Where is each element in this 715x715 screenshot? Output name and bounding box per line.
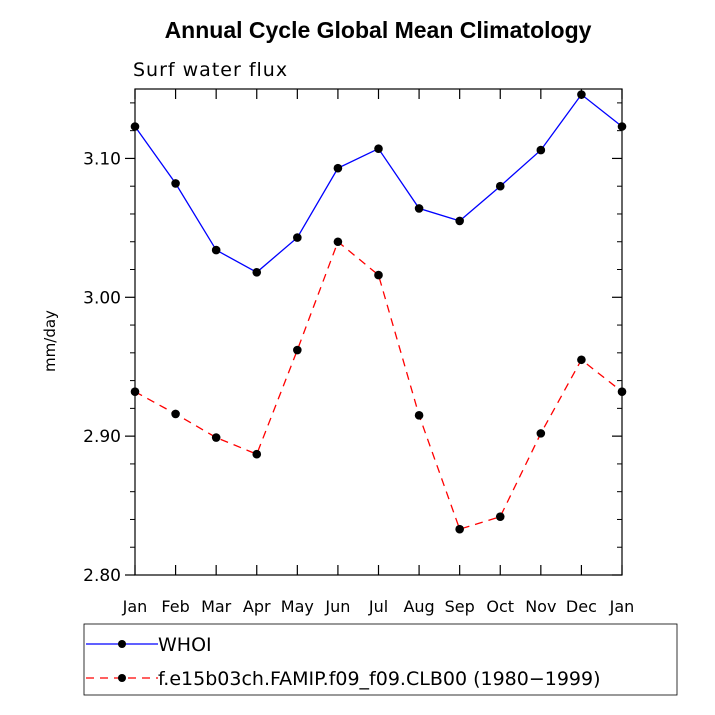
x-tick-label: Nov <box>525 597 556 616</box>
x-tick-label: Oct <box>486 597 514 616</box>
series-0-point <box>495 181 505 191</box>
legend: WHOI f.e15b03ch.FAMIP.f09_f09.CLB00 (198… <box>83 623 678 696</box>
series-0-point <box>293 233 302 242</box>
series-layer <box>130 90 627 534</box>
series-1-point <box>374 270 383 280</box>
y-axis: 2.80 2.90 3.00 3.10 <box>83 102 622 586</box>
series-1-point <box>495 512 505 521</box>
x-tick-label: Feb <box>161 597 189 616</box>
x-tick-label: Jan <box>122 597 148 616</box>
legend-label-model: f.e15b03ch.FAMIP.f09_f09.CLB00 (1980−199… <box>158 668 601 690</box>
series-1-point <box>536 429 546 438</box>
series-0-point <box>536 145 546 155</box>
legend-marker-whoi <box>118 640 126 648</box>
series-line-1 <box>134 240 623 530</box>
series-1-point <box>577 355 586 365</box>
legend-box <box>83 623 678 696</box>
series-1-point <box>333 237 343 247</box>
x-tick-label: Dec <box>566 597 597 616</box>
series-0-point <box>252 267 262 277</box>
series-0-point <box>130 122 140 131</box>
y-tick-label: 3.10 <box>83 149 121 169</box>
x-tick-label: Jun <box>324 597 350 616</box>
series-1-point <box>293 345 302 355</box>
series-0-point <box>577 90 586 99</box>
x-tick-label: May <box>281 597 314 616</box>
series-0-point <box>333 163 343 173</box>
y-axis-label: mm/day <box>41 310 59 372</box>
x-tick-label: Aug <box>403 597 434 616</box>
x-tick-label: Jan <box>609 597 635 616</box>
x-tick-label: Apr <box>243 597 271 616</box>
series-1-point <box>617 387 627 397</box>
x-tick-label: Mar <box>201 597 232 616</box>
plot-frame <box>134 88 623 576</box>
chart-subtitle: Surf water flux <box>133 59 288 81</box>
legend-marker-model <box>118 674 126 682</box>
series-1-point <box>414 411 424 420</box>
series-0-point <box>414 204 424 213</box>
series-1-point <box>455 524 464 534</box>
chart-title: Annual Cycle Global Mean Climatology <box>165 17 592 43</box>
series-0-point <box>171 179 180 188</box>
x-axis: Jan Feb Mar Apr May Jun Jul Aug Sep Oct Nov Dec Jan <box>122 89 635 616</box>
x-tick-label: Sep <box>445 597 475 616</box>
series-1-point <box>211 433 221 442</box>
y-tick-label: 3.00 <box>83 288 121 308</box>
series-1-point <box>130 387 140 397</box>
series-0-point <box>617 122 627 131</box>
series-1-point <box>171 409 180 419</box>
y-tick-label: 2.90 <box>83 427 121 447</box>
x-tick-label: Jul <box>368 597 388 616</box>
series-1-point <box>252 449 262 459</box>
legend-label-whoi: WHOI <box>158 634 212 656</box>
series-0-point <box>211 245 221 255</box>
series-line-0 <box>134 93 623 274</box>
y-tick-label: 2.80 <box>83 566 121 586</box>
series-0-point <box>455 216 464 226</box>
series-0-point <box>374 144 383 154</box>
